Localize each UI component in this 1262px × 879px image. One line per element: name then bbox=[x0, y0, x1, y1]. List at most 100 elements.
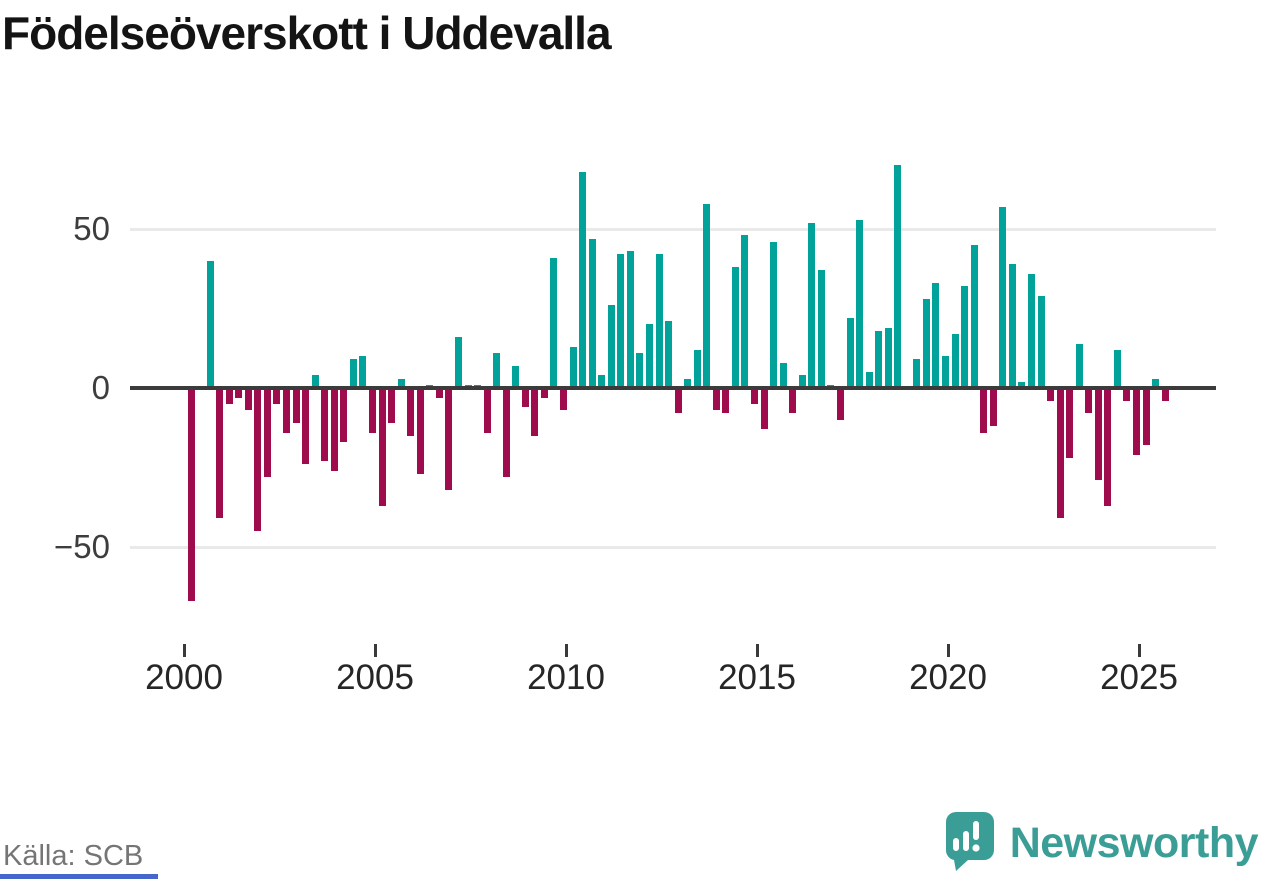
bar bbox=[808, 222, 816, 388]
bar bbox=[330, 388, 338, 471]
bar bbox=[302, 388, 310, 465]
bar bbox=[703, 203, 711, 388]
x-axis-tick bbox=[183, 644, 186, 657]
bar bbox=[875, 330, 883, 388]
bar bbox=[645, 324, 653, 388]
bar bbox=[397, 378, 405, 388]
bar bbox=[1027, 273, 1035, 388]
bar bbox=[493, 353, 501, 388]
bar bbox=[655, 254, 663, 388]
x-axis-label-2010: 2010 bbox=[527, 658, 605, 697]
bar bbox=[378, 388, 386, 506]
bar bbox=[283, 388, 290, 433]
bar bbox=[254, 388, 262, 532]
x-axis-label-2005: 2005 bbox=[336, 658, 414, 697]
bar bbox=[922, 299, 930, 388]
bar bbox=[712, 388, 720, 411]
bar bbox=[588, 238, 596, 388]
source-caption: Källa: SCB bbox=[3, 840, 144, 872]
bar bbox=[751, 388, 758, 404]
x-axis-label-2020: 2020 bbox=[909, 658, 987, 697]
bar bbox=[435, 388, 443, 398]
newsworthy-speech-bubble-barchart-icon bbox=[942, 810, 996, 877]
bar bbox=[512, 365, 520, 388]
bar bbox=[951, 333, 959, 388]
bar bbox=[1037, 295, 1045, 388]
bar bbox=[273, 388, 281, 404]
bar bbox=[540, 388, 548, 398]
bar bbox=[722, 388, 730, 414]
bar bbox=[1008, 264, 1016, 388]
x-axis-tick bbox=[374, 644, 377, 657]
bar bbox=[1018, 381, 1026, 388]
bar bbox=[836, 388, 844, 420]
bar bbox=[569, 346, 577, 388]
bar bbox=[846, 318, 854, 388]
bar bbox=[1133, 388, 1140, 455]
bar bbox=[560, 388, 567, 411]
x-axis-label-2015: 2015 bbox=[718, 658, 796, 697]
y-axis-label-0: 0 bbox=[91, 369, 110, 406]
bar bbox=[311, 375, 319, 388]
bar bbox=[187, 388, 195, 602]
bar bbox=[932, 283, 940, 388]
bar bbox=[989, 388, 997, 427]
bar bbox=[1142, 388, 1150, 446]
bar bbox=[999, 206, 1007, 388]
bar bbox=[1056, 388, 1064, 519]
x-axis-tick bbox=[1138, 644, 1141, 657]
bar bbox=[579, 171, 586, 388]
bar bbox=[961, 286, 969, 388]
bar bbox=[359, 356, 367, 388]
bar bbox=[617, 254, 625, 388]
bar bbox=[1085, 388, 1093, 414]
x-axis-label-2000: 2000 bbox=[145, 658, 223, 697]
bar bbox=[483, 388, 491, 433]
bar bbox=[1113, 349, 1121, 388]
x-axis-tick bbox=[947, 644, 950, 657]
bar bbox=[244, 388, 252, 411]
bar bbox=[321, 388, 329, 462]
gridline-plus50 bbox=[130, 228, 1216, 231]
x-axis-tick bbox=[565, 644, 568, 657]
y-axis-label-minus50: −50 bbox=[54, 528, 110, 565]
bar bbox=[416, 388, 424, 474]
gridline-minus50 bbox=[130, 546, 1216, 549]
bar bbox=[235, 388, 243, 398]
bar bbox=[856, 219, 863, 388]
bar bbox=[1104, 388, 1112, 506]
bar bbox=[865, 372, 873, 388]
bar bbox=[913, 359, 921, 388]
y-axis-label-50: 50 bbox=[73, 210, 110, 247]
bar bbox=[1075, 343, 1083, 388]
bar bbox=[607, 305, 615, 388]
bar bbox=[894, 165, 902, 388]
bar bbox=[1066, 388, 1074, 458]
bar bbox=[626, 251, 634, 388]
bar bbox=[445, 388, 453, 490]
bar bbox=[798, 375, 806, 388]
bar bbox=[407, 388, 415, 436]
bar bbox=[942, 356, 949, 388]
bar bbox=[369, 388, 376, 433]
bar bbox=[388, 388, 396, 423]
x-axis-tick bbox=[756, 644, 759, 657]
bar bbox=[779, 362, 787, 388]
bar bbox=[598, 375, 606, 388]
bar bbox=[731, 267, 739, 388]
bar bbox=[789, 388, 797, 414]
bar bbox=[550, 257, 558, 388]
bar bbox=[665, 321, 672, 388]
bar bbox=[636, 353, 644, 388]
bar bbox=[741, 235, 749, 388]
bar bbox=[521, 388, 529, 408]
bar bbox=[531, 388, 539, 436]
bottom-accent-strip bbox=[0, 874, 158, 879]
bar bbox=[674, 388, 682, 414]
newsworthy-logo-text: Newsworthy bbox=[1009, 819, 1259, 867]
bar bbox=[1094, 388, 1102, 481]
bar bbox=[349, 359, 357, 388]
bar bbox=[454, 337, 462, 388]
bar bbox=[770, 241, 778, 388]
bar bbox=[1161, 388, 1169, 401]
